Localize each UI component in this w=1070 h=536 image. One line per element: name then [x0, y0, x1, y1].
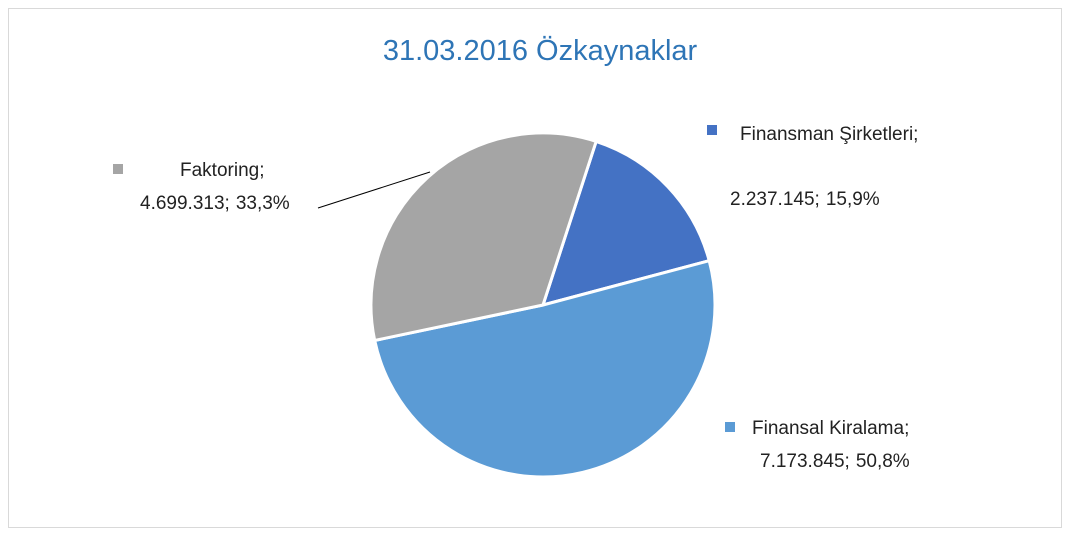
category-label: Finansman Şirketleri: [740, 124, 913, 145]
value-label: 7.173.845: [760, 451, 845, 472]
label-separator: ;: [845, 451, 850, 472]
label-separator: ;: [815, 189, 820, 210]
legend-marker: [113, 164, 123, 174]
category-label: Faktoring: [180, 160, 259, 181]
percent-label: 33,3%: [236, 193, 290, 214]
value-label: 2.237.145: [730, 189, 815, 210]
data-label: Finansal Kiralama; 7.173.845; 50,8%: [752, 418, 910, 472]
pie-slice: [540, 139, 712, 308]
data-label: Finansman Şirketleri; 2.237.145; 15,9%: [730, 124, 918, 210]
legend-marker: [707, 125, 717, 135]
pie-slice: [372, 258, 717, 479]
percent-label: 15,9%: [826, 189, 880, 210]
label-separator: ;: [259, 160, 264, 181]
value-label: 4.699.313: [140, 193, 225, 214]
data-label: Faktoring; 4.699.313; 33,3%: [140, 160, 290, 214]
label-separator: ;: [913, 124, 918, 145]
category-label: Finansal Kiralama: [752, 418, 904, 439]
leader-line: [317, 171, 431, 209]
label-separator: ;: [225, 193, 230, 214]
legend-marker: [725, 422, 735, 432]
percent-label: 50,8%: [856, 451, 910, 472]
pie-slice: [369, 131, 599, 343]
label-separator: ;: [904, 418, 909, 439]
chart-title: 31.03.2016 Özkaynaklar: [383, 35, 698, 67]
